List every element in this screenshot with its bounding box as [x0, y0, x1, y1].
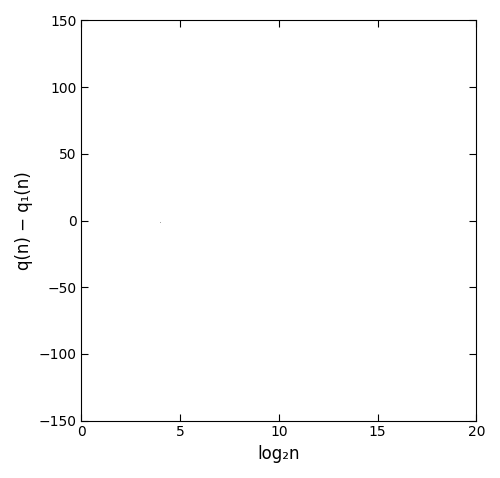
Point: [156, 218, 164, 226]
Y-axis label: q(n) − q₁(n): q(n) − q₁(n): [15, 171, 33, 270]
X-axis label: log₂n: log₂n: [258, 445, 300, 463]
